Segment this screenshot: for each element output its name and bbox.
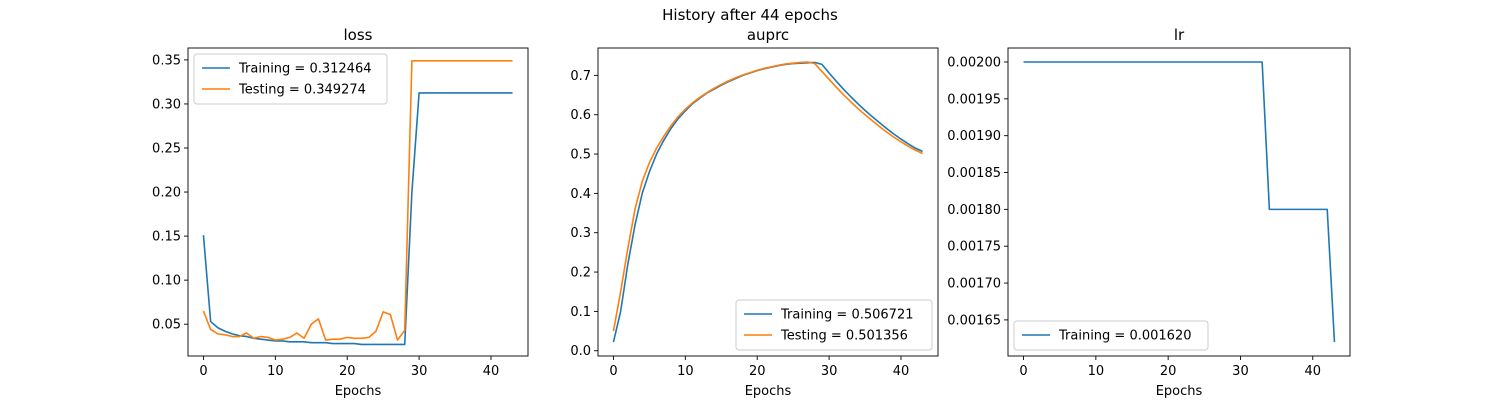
series-line-testing bbox=[202, 59, 513, 341]
x-tick-label: 40 bbox=[483, 364, 500, 379]
plot-loss: loss 0 10 20 30 40 0.05 0.10 0.15 0.20 0.25 0.30 0.3… bbox=[152, 26, 529, 399]
y-tick-label: 0.00170 bbox=[947, 277, 1001, 292]
legend-box bbox=[735, 299, 933, 351]
axes-frame bbox=[1007, 47, 1351, 357]
legend-box bbox=[1013, 320, 1209, 351]
series-line-training bbox=[202, 92, 513, 346]
y-tick-label: 0.05 bbox=[152, 318, 181, 333]
x-tick-label: 40 bbox=[893, 364, 910, 379]
plot-title: auprc bbox=[747, 26, 789, 44]
y-tick-label: 0.00180 bbox=[947, 203, 1001, 218]
y-tick-label: 0.3 bbox=[570, 226, 591, 241]
x-tick-label: 30 bbox=[1232, 364, 1249, 379]
y-tick-label: 0.20 bbox=[152, 186, 181, 201]
legend-label: Training = 0.001620 bbox=[1058, 329, 1191, 344]
y-tick-label: 0.30 bbox=[152, 97, 181, 112]
x-axis-label: Epochs bbox=[1156, 384, 1203, 399]
axes-frame bbox=[187, 47, 529, 357]
y-tick-label: 0.10 bbox=[152, 274, 181, 289]
legend: Training = 0.506721 Testing = 0.501356 bbox=[735, 299, 933, 351]
y-tick-label: 0.00195 bbox=[947, 92, 1001, 107]
y-tick-label: 0.4 bbox=[570, 187, 591, 202]
y-tick-label: 0.00165 bbox=[947, 313, 1001, 328]
plot-auprc: auprc 0 10 20 30 40 0.0 0.1 0.2 0.3 0.4 0.5 0.6 0.7 Ep… bbox=[570, 26, 939, 399]
x-tick-label: 10 bbox=[267, 364, 284, 379]
y-tick-label: 0.6 bbox=[570, 108, 591, 123]
x-axis-label: Epochs bbox=[335, 384, 382, 399]
legend-label: Training = 0.506721 bbox=[780, 308, 913, 323]
plot-lr: lr 0 10 20 30 40 0.00165 0.00170 0.00175 0.00180 0… bbox=[947, 26, 1351, 399]
x-tick-label: 20 bbox=[339, 364, 356, 379]
figure-title: History after 44 epochs bbox=[662, 6, 838, 24]
legend-label: Testing = 0.349274 bbox=[238, 83, 366, 98]
x-tick-label: 0 bbox=[1019, 364, 1027, 379]
y-tick-label: 0.25 bbox=[152, 141, 181, 156]
plot-title: lr bbox=[1174, 26, 1185, 44]
y-tick-label: 0.35 bbox=[152, 53, 181, 68]
legend: Training = 0.001620 bbox=[1013, 320, 1209, 351]
y-tick-label: 0.7 bbox=[570, 69, 591, 84]
x-tick-label: 0 bbox=[199, 364, 207, 379]
y-tick-label: 0.00200 bbox=[947, 56, 1001, 71]
y-tick-label: 0.2 bbox=[570, 266, 591, 281]
y-tick-label: 0.1 bbox=[570, 305, 591, 320]
x-tick-label: 30 bbox=[411, 364, 428, 379]
x-tick-label: 30 bbox=[821, 364, 838, 379]
x-axis-label: Epochs bbox=[745, 384, 792, 399]
y-tick-label: 0.5 bbox=[570, 148, 591, 163]
series-line-testing bbox=[612, 61, 923, 332]
axes-frame bbox=[597, 47, 939, 357]
legend-box bbox=[193, 53, 388, 105]
y-tick-label: 0.00190 bbox=[947, 129, 1001, 144]
legend-label: Testing = 0.501356 bbox=[780, 329, 908, 344]
legend: Training = 0.312464 Testing = 0.349274 bbox=[193, 53, 388, 105]
x-tick-label: 20 bbox=[1160, 364, 1177, 379]
y-tick-label: 0.15 bbox=[152, 230, 181, 245]
x-tick-label: 10 bbox=[677, 364, 694, 379]
x-tick-label: 10 bbox=[1088, 364, 1105, 379]
plot-title: loss bbox=[344, 26, 373, 44]
y-tick-label: 0.00185 bbox=[947, 166, 1001, 181]
x-tick-label: 40 bbox=[1304, 364, 1321, 379]
y-tick-label: 0.00175 bbox=[947, 240, 1001, 255]
y-tick-label: 0.0 bbox=[570, 344, 591, 359]
x-tick-label: 20 bbox=[749, 364, 766, 379]
x-tick-label: 0 bbox=[609, 364, 617, 379]
legend-label: Training = 0.312464 bbox=[238, 62, 371, 77]
series-line-training bbox=[1023, 61, 1336, 343]
